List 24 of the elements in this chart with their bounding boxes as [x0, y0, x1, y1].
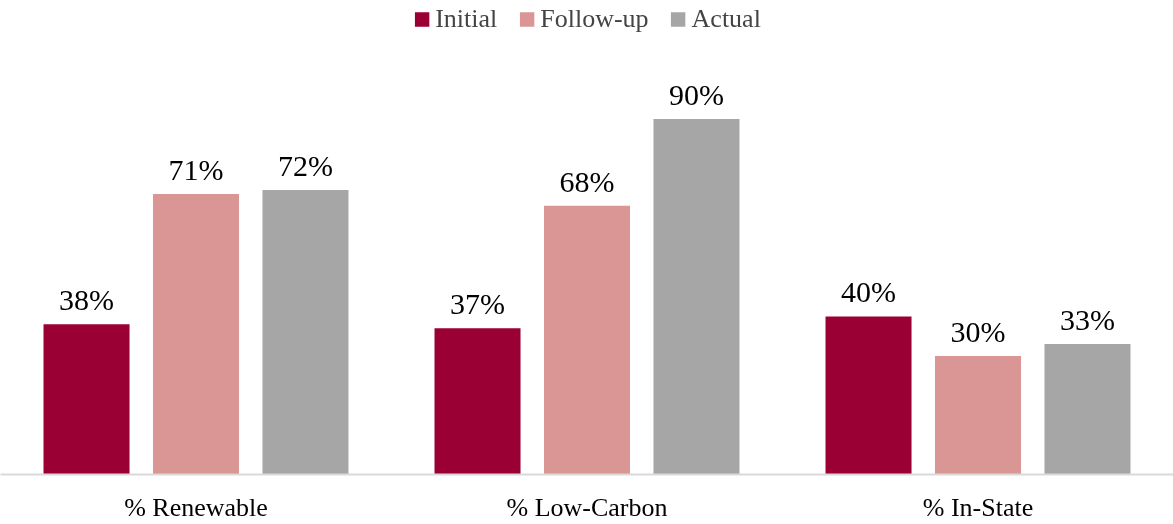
data-label: 72%: [277, 149, 333, 183]
data-label: 40%: [841, 275, 897, 309]
bar: [1044, 344, 1131, 475]
bar: [653, 118, 740, 475]
bar: [43, 324, 130, 475]
bar: [825, 316, 912, 475]
bar: [434, 328, 521, 475]
bar: [152, 193, 240, 475]
legend-label: Follow-up: [540, 4, 649, 34]
x-tick-label: % Low-Carbon: [506, 492, 668, 522]
legend-label: Initial: [435, 4, 498, 34]
data-label: 33%: [1059, 303, 1115, 337]
legend-label: Actual: [691, 4, 761, 34]
bar: [543, 205, 631, 475]
bar: [262, 190, 349, 475]
x-tick-label: % In-State: [922, 492, 1034, 522]
x-tick-label: % Renewable: [124, 492, 268, 522]
bar: [934, 355, 1022, 475]
data-label: 38%: [59, 283, 115, 317]
data-label: 30%: [950, 314, 1006, 348]
data-label: 37%: [450, 287, 506, 321]
data-label: 68%: [559, 164, 615, 198]
data-label: 90%: [668, 77, 724, 111]
data-label: 71%: [168, 152, 224, 186]
